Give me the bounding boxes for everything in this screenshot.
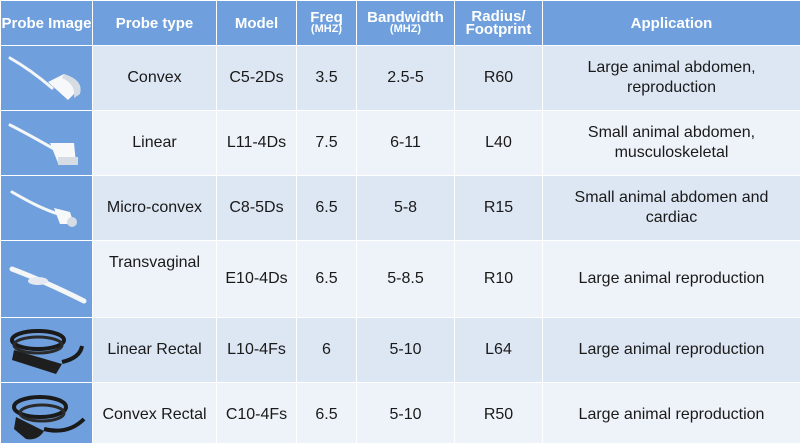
probe-bandwidth: 5-10 xyxy=(356,382,455,443)
convex-rectal-probe-icon xyxy=(11,395,85,440)
probe-bandwidth: 5-8 xyxy=(356,175,455,241)
micro-convex-probe-icon xyxy=(10,190,77,227)
header-radius-footprint: Radius/ Footprint xyxy=(454,0,543,46)
header-freq: Freq (MHZ) xyxy=(296,0,357,46)
probe-radius: R60 xyxy=(454,45,543,111)
probe-freq: 3.5 xyxy=(296,45,357,111)
probe-image-cell xyxy=(0,382,93,443)
probe-model: L11-4Ds xyxy=(216,110,297,176)
probe-model: C10-4Fs xyxy=(216,382,297,443)
table-row: Micro-convex C8-5Ds 6.5 5-8 R15 Small an… xyxy=(0,175,800,241)
probe-radius: R50 xyxy=(454,382,543,443)
probe-application: Small animal abdomen and cardiac xyxy=(542,175,800,241)
probe-freq: 6.5 xyxy=(296,382,357,443)
probe-freq: 7.5 xyxy=(296,110,357,176)
table-row: Linear Rectal L10-4Fs 6 5-10 L64 Large a… xyxy=(0,317,800,383)
header-bandwidth-unit: (MHZ) xyxy=(389,23,422,35)
probe-radius: L40 xyxy=(454,110,543,176)
probe-freq: 6 xyxy=(296,317,357,383)
probe-application: Large animal reproduction xyxy=(542,382,800,443)
probe-image-cell xyxy=(0,45,93,111)
probe-freq: 6.5 xyxy=(296,240,357,318)
probe-radius: L64 xyxy=(454,317,543,383)
probe-radius: R10 xyxy=(454,240,543,318)
header-probe-image: Probe Image xyxy=(0,0,93,46)
probe-bandwidth: 5-8.5 xyxy=(356,240,455,318)
linear-rectal-probe-icon xyxy=(9,329,84,374)
header-freq-label: Freq xyxy=(310,9,343,26)
probe-freq: 6.5 xyxy=(296,175,357,241)
probe-type: Convex Rectal xyxy=(92,382,217,443)
header-row: Probe Image Probe type Model Freq (MHZ) … xyxy=(0,0,800,46)
header-probe-type: Probe type xyxy=(92,0,217,46)
probe-bandwidth: 2.5-5 xyxy=(356,45,455,111)
probe-bandwidth: 6-11 xyxy=(356,110,455,176)
convex-probe-icon xyxy=(8,56,81,100)
header-application: Application xyxy=(542,0,800,46)
probe-type: Convex xyxy=(92,45,217,111)
table-row: Convex C5-2Ds 3.5 2.5-5 R60 Large animal… xyxy=(0,45,800,111)
probe-type: Micro-convex xyxy=(92,175,217,241)
probe-bandwidth: 5-10 xyxy=(356,317,455,383)
probe-model: C5-2Ds xyxy=(216,45,297,111)
header-bandwidth-label: Bandwidth xyxy=(367,9,444,26)
probe-model: C8-5Ds xyxy=(216,175,297,241)
probe-radius: R15 xyxy=(454,175,543,241)
header-bandwidth: Bandwidth (MHZ) xyxy=(356,0,455,46)
probe-image-cell xyxy=(0,240,93,318)
probe-application: Large animal abdomen, reproduction xyxy=(542,45,800,111)
probe-image-cell xyxy=(0,175,93,241)
probe-model: L10-4Fs xyxy=(216,317,297,383)
probe-type: Linear Rectal xyxy=(92,317,217,383)
header-model: Model xyxy=(216,0,297,46)
probe-application: Large animal reproduction xyxy=(542,317,800,383)
probe-type: Linear xyxy=(92,110,217,176)
transvaginal-probe-icon xyxy=(9,266,86,304)
table-row: Transvaginal E10-4Ds 6.5 5-8.5 R10 Large… xyxy=(0,240,800,318)
probe-image-cell xyxy=(0,110,93,176)
probe-image-cell xyxy=(0,317,93,383)
table-row: Linear L11-4Ds 7.5 6-11 L40 Small animal… xyxy=(0,110,800,176)
table-row: Convex Rectal C10-4Fs 6.5 5-10 R50 Large… xyxy=(0,382,800,443)
probe-application: Large animal reproduction xyxy=(542,240,800,318)
probe-application: Small animal abdomen, musculoskeletal xyxy=(542,110,800,176)
header-freq-unit: (MHZ) xyxy=(310,23,343,35)
probe-model: E10-4Ds xyxy=(216,240,297,318)
probe-type: Transvaginal xyxy=(92,240,217,318)
linear-probe-icon xyxy=(8,123,78,165)
